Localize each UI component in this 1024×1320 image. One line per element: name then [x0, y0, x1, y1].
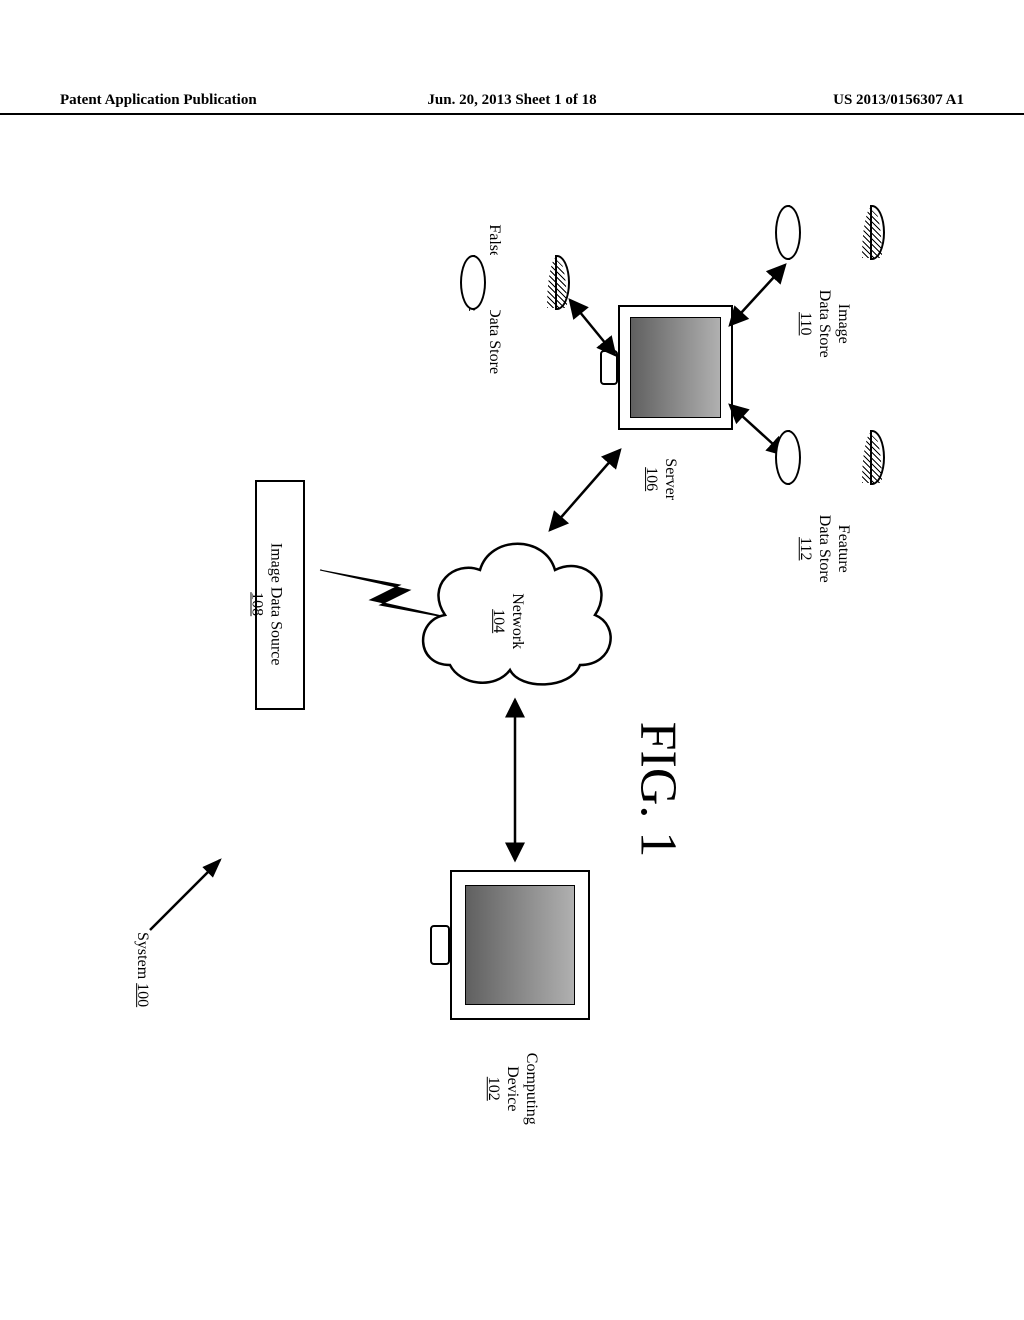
computing-device-label: Computing Device 102	[483, 1053, 541, 1125]
image-data-store-icon	[775, 205, 885, 260]
feature-data-store-label: Feature Data Store 112	[795, 515, 853, 583]
feature-data-store-icon	[775, 430, 885, 485]
network-label: Network 104	[489, 593, 527, 649]
figure-1-diagram: System 100 Image Data Source 108 Network…	[60, 160, 964, 1160]
server-label: Server 106	[642, 458, 680, 500]
header-right: US 2013/0156307 A1	[663, 92, 964, 109]
system-arrow	[140, 840, 240, 940]
image-data-source-label: Image Data Source 108	[247, 543, 285, 666]
page-header: Patent Application Publication Jun. 20, …	[0, 85, 1024, 115]
header-left: Patent Application Publication	[60, 92, 361, 109]
network-computing-arrow	[505, 690, 525, 870]
header-mid: Jun. 20, 2013 Sheet 1 of 18	[361, 92, 662, 109]
computing-device-icon	[430, 870, 610, 1020]
figure-label: FIG. 1	[628, 722, 687, 858]
server-falsealarm-arrow	[560, 290, 630, 370]
network-server-arrow	[540, 435, 640, 545]
image-data-store-label: Image Data Store 110	[795, 290, 853, 358]
server-imagestore-arrow	[720, 255, 800, 335]
false-alarm-store-icon	[460, 255, 570, 310]
system-label: System 100	[133, 932, 152, 1007]
